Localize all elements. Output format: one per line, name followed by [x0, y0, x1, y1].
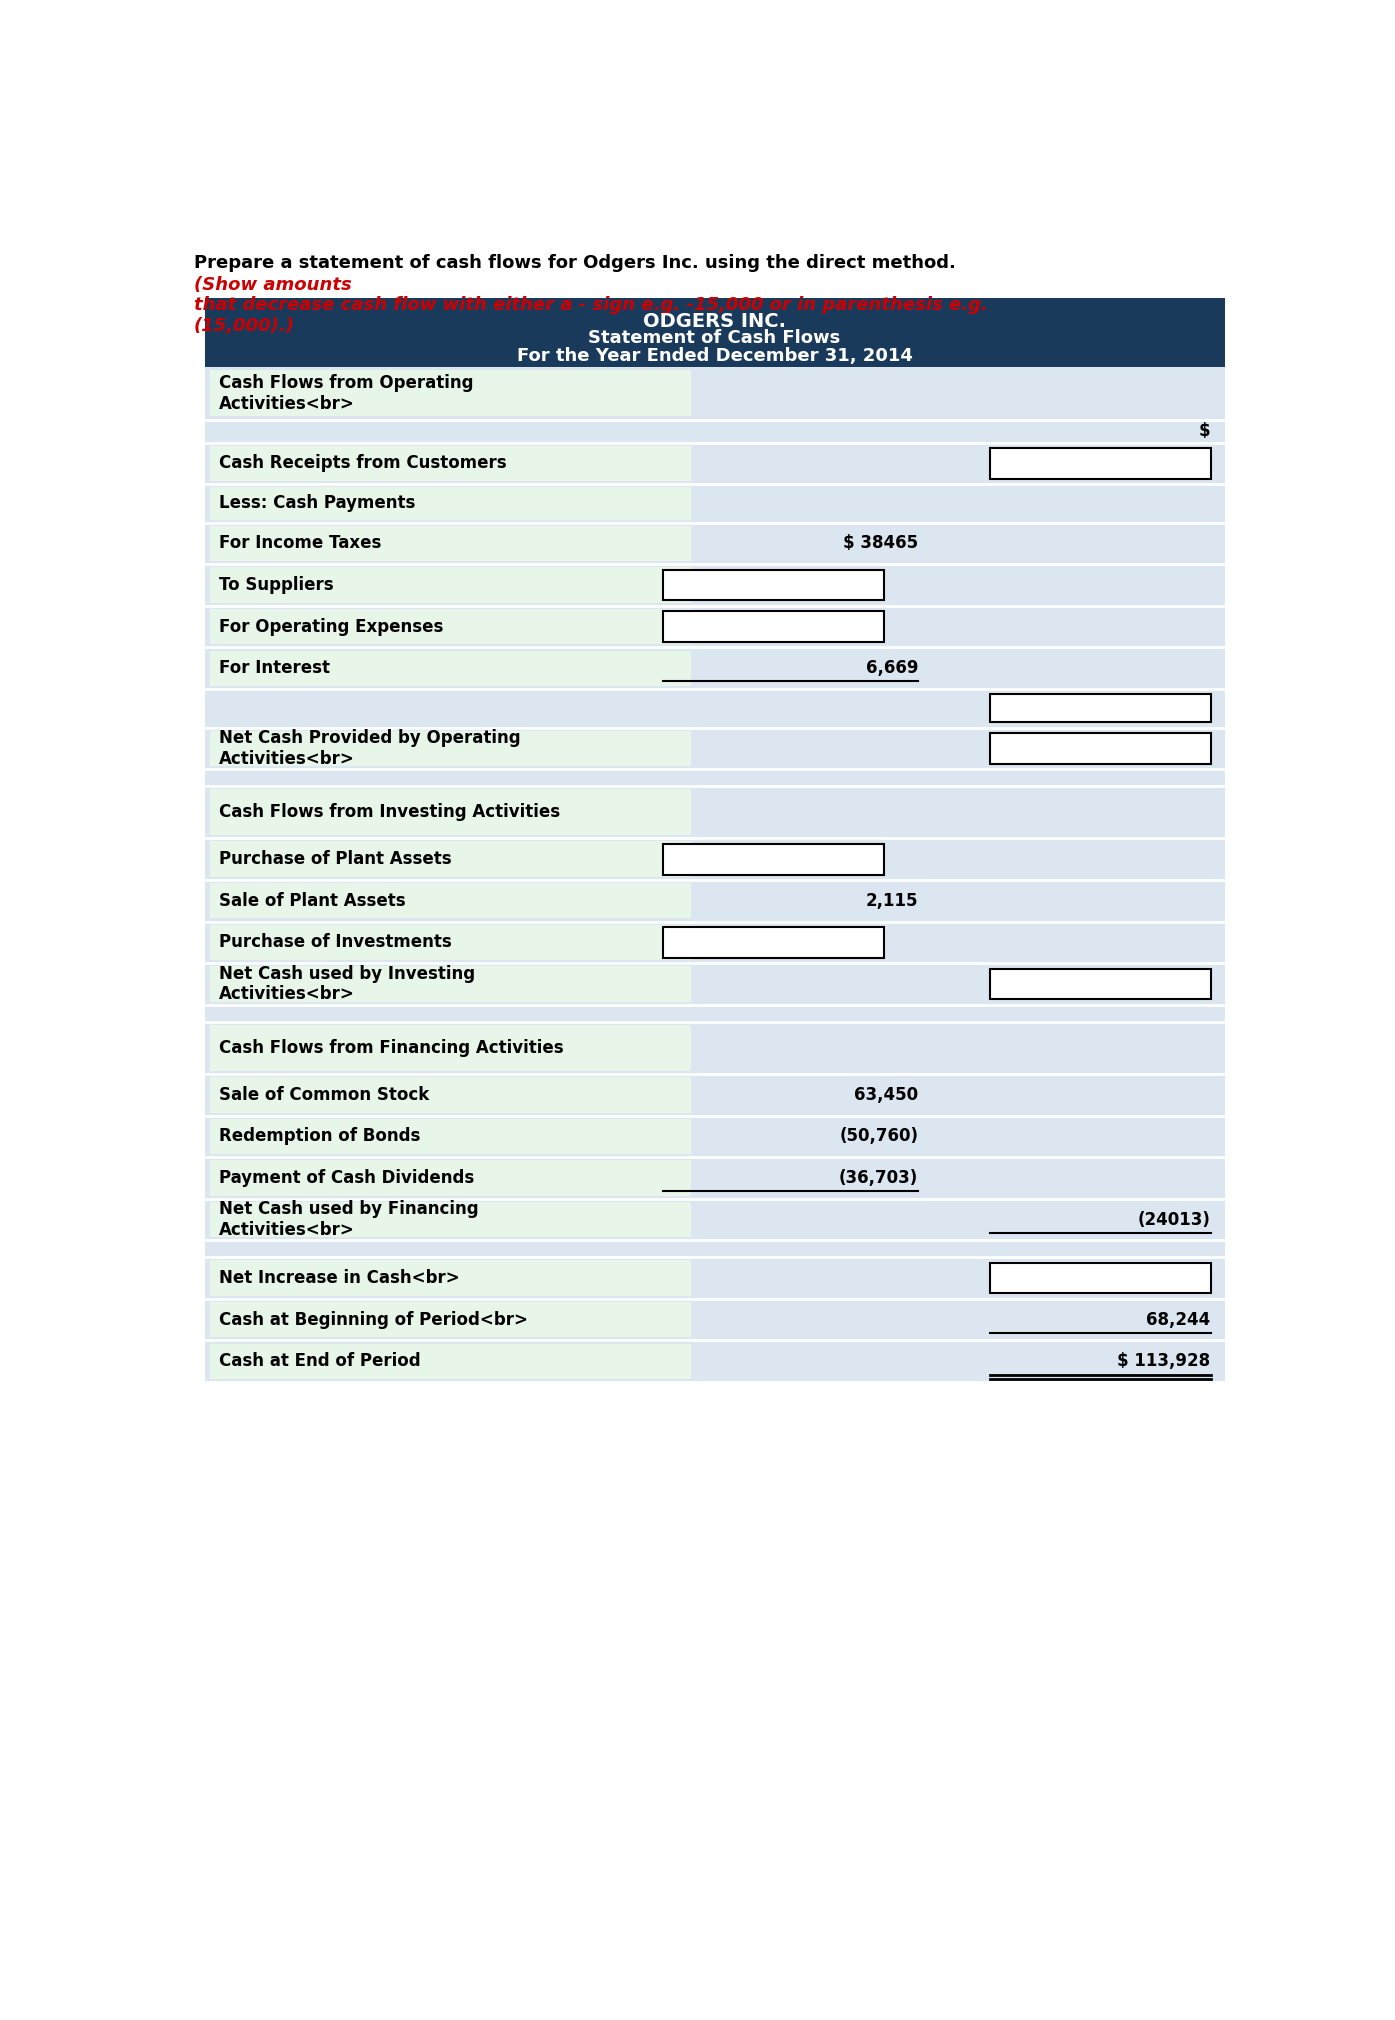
Text: Cash Flows from Investing Activities: Cash Flows from Investing Activities: [219, 804, 561, 822]
Bar: [205, 1341, 1225, 1382]
Text: Net Cash used by Financing
Activities<br>: Net Cash used by Financing Activities<br…: [219, 1200, 478, 1238]
Bar: [205, 485, 1225, 523]
Text: 6,669: 6,669: [866, 659, 918, 677]
Text: Purchase of Plant Assets: Purchase of Plant Assets: [219, 850, 452, 869]
Bar: [205, 648, 1225, 689]
Text: $ 113,928: $ 113,928: [1117, 1351, 1211, 1370]
Bar: [211, 1024, 691, 1071]
Bar: [211, 446, 691, 481]
Text: Prepare a statement of cash flows for Odgers Inc. using the direct method.: Prepare a statement of cash flows for Od…: [194, 255, 956, 273]
Text: (Show amounts
that decrease cash flow with either a - sign e.g. -15,000 or in pa: (Show amounts that decrease cash flow wi…: [194, 275, 988, 335]
Bar: [205, 1004, 1225, 1022]
Bar: [989, 968, 1211, 1000]
Text: Statement of Cash Flows: Statement of Cash Flows: [589, 329, 841, 347]
Text: 68,244: 68,244: [1147, 1311, 1211, 1329]
Text: (24013): (24013): [1138, 1210, 1211, 1228]
Bar: [211, 1343, 691, 1380]
Bar: [205, 442, 1225, 485]
Text: Net Cash Provided by Operating
Activities<br>: Net Cash Provided by Operating Activitie…: [219, 729, 520, 768]
Bar: [211, 731, 691, 766]
Text: ODGERS INC.: ODGERS INC.: [643, 311, 785, 331]
Bar: [205, 689, 1225, 727]
Bar: [989, 733, 1211, 764]
Bar: [211, 568, 691, 602]
Text: Payment of Cash Dividends: Payment of Cash Dividends: [219, 1170, 474, 1188]
Bar: [205, 1022, 1225, 1075]
Bar: [205, 786, 1225, 838]
Bar: [663, 927, 883, 957]
Bar: [205, 1075, 1225, 1115]
Text: For Income Taxes: For Income Taxes: [219, 535, 382, 551]
Bar: [211, 790, 691, 836]
Bar: [663, 844, 883, 875]
Bar: [989, 1262, 1211, 1293]
Bar: [205, 838, 1225, 881]
Bar: [211, 1077, 691, 1113]
Bar: [205, 921, 1225, 964]
Bar: [205, 368, 1225, 420]
Text: Net Increase in Cash<br>: Net Increase in Cash<br>: [219, 1269, 460, 1287]
Text: 63,450: 63,450: [854, 1087, 918, 1103]
Bar: [211, 1260, 691, 1295]
Bar: [211, 487, 691, 519]
Text: Cash at Beginning of Period<br>: Cash at Beginning of Period<br>: [219, 1311, 529, 1329]
Bar: [663, 612, 883, 642]
Bar: [211, 925, 691, 960]
Bar: [205, 523, 1225, 564]
Bar: [205, 1256, 1225, 1299]
Bar: [211, 525, 691, 562]
Text: For Operating Expenses: For Operating Expenses: [219, 618, 444, 636]
Text: Sale of Common Stock: Sale of Common Stock: [219, 1087, 430, 1103]
Text: Cash Flows from Financing Activities: Cash Flows from Financing Activities: [219, 1038, 564, 1056]
Bar: [205, 1157, 1225, 1198]
Text: Sale of Plant Assets: Sale of Plant Assets: [219, 891, 406, 909]
Text: For Interest: For Interest: [219, 659, 331, 677]
Bar: [205, 770, 1225, 786]
Bar: [663, 570, 883, 600]
Bar: [205, 1299, 1225, 1341]
Bar: [211, 1202, 691, 1236]
Text: For the Year Ended December 31, 2014: For the Year Ended December 31, 2014: [516, 347, 912, 366]
Bar: [205, 420, 1225, 442]
Bar: [989, 448, 1211, 479]
Text: To Suppliers: To Suppliers: [219, 576, 333, 594]
Bar: [205, 297, 1225, 368]
Bar: [205, 606, 1225, 648]
Text: Cash Flows from Operating
Activities<br>: Cash Flows from Operating Activities<br>: [219, 374, 474, 412]
Bar: [211, 1303, 691, 1337]
Text: Cash at End of Period: Cash at End of Period: [219, 1351, 421, 1370]
Bar: [211, 650, 691, 687]
Bar: [205, 1240, 1225, 1256]
Bar: [211, 842, 691, 877]
Text: Purchase of Investments: Purchase of Investments: [219, 933, 452, 951]
Bar: [211, 370, 691, 416]
Bar: [205, 727, 1225, 770]
Bar: [205, 964, 1225, 1004]
Text: Less: Cash Payments: Less: Cash Payments: [219, 495, 416, 513]
Bar: [205, 564, 1225, 606]
Bar: [211, 966, 691, 1002]
Text: Cash Receipts from Customers: Cash Receipts from Customers: [219, 454, 506, 473]
Bar: [211, 608, 691, 644]
Bar: [211, 1159, 691, 1196]
Bar: [211, 1119, 691, 1153]
Bar: [205, 881, 1225, 921]
Text: 2,115: 2,115: [866, 891, 918, 909]
Text: (36,703): (36,703): [840, 1170, 918, 1188]
Bar: [205, 1198, 1225, 1240]
Text: Redemption of Bonds: Redemption of Bonds: [219, 1127, 421, 1145]
Text: $ 38465: $ 38465: [843, 535, 918, 551]
Bar: [989, 695, 1211, 721]
Bar: [205, 1115, 1225, 1157]
Text: Net Cash used by Investing
Activities<br>: Net Cash used by Investing Activities<br…: [219, 964, 476, 1004]
Bar: [211, 883, 691, 919]
Text: (50,760): (50,760): [840, 1127, 918, 1145]
Text: $: $: [1198, 422, 1211, 440]
